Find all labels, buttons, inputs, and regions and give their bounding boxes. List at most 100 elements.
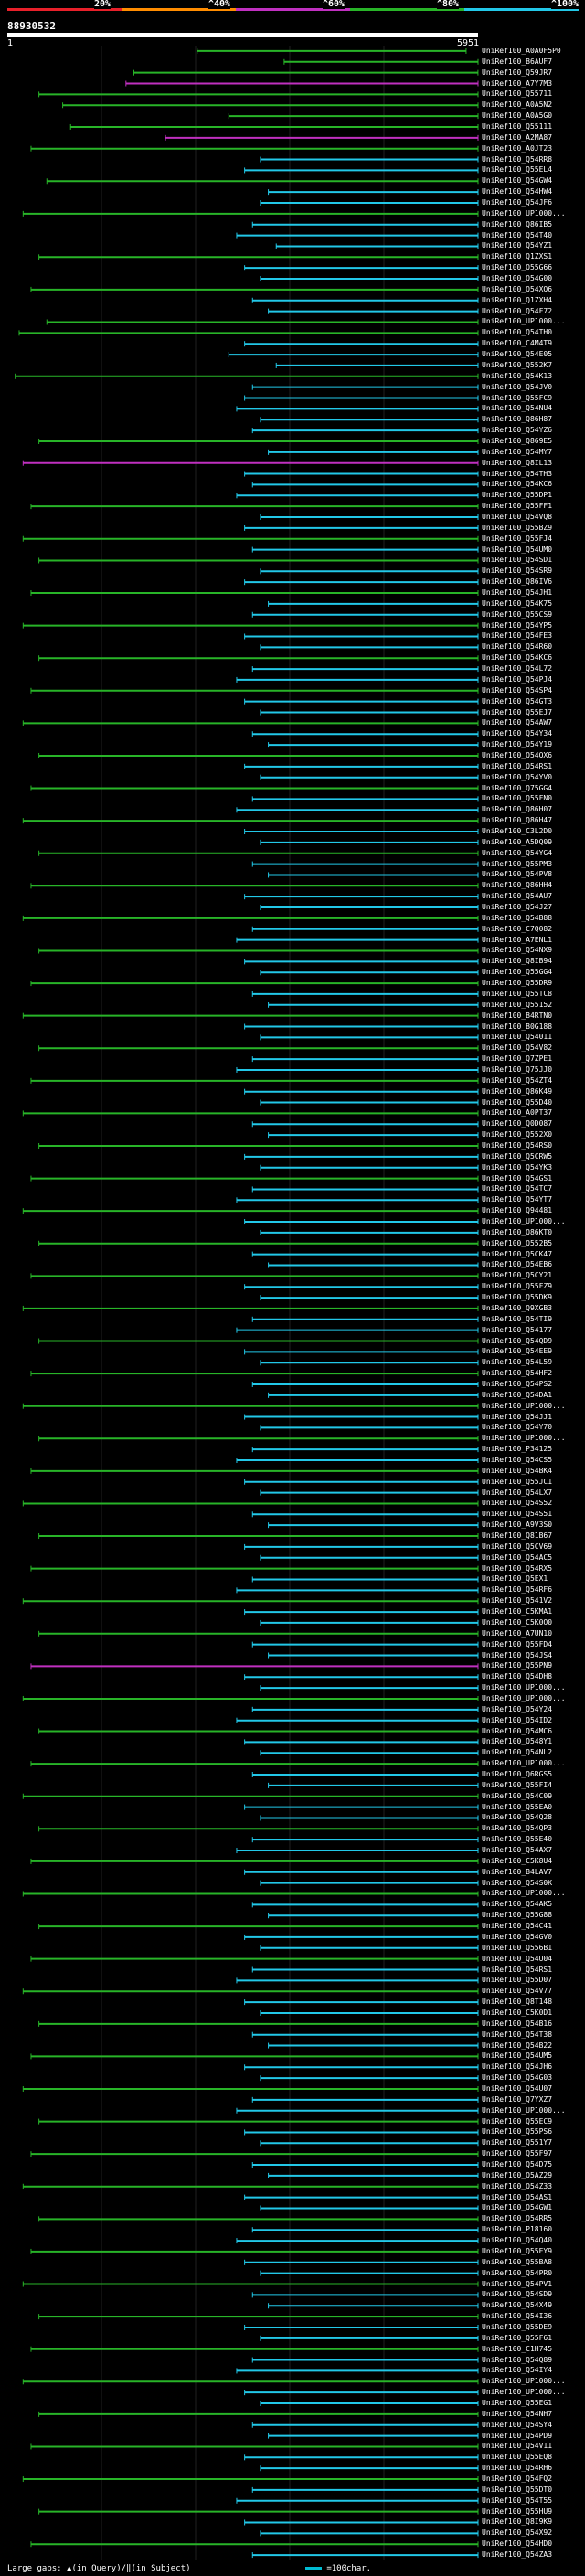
hit-label[interactable]: UniRef100_Q54MY7 xyxy=(482,447,553,456)
hit-label[interactable]: UniRef100_Q54SY4 xyxy=(482,2420,553,2429)
hit-label[interactable]: UniRef100_Q55TC8 xyxy=(482,989,553,998)
hit-label[interactable]: UniRef100_Q54AK5 xyxy=(482,1900,553,1909)
hit-label[interactable]: UniRef100_Q55EC9 xyxy=(482,2116,553,2125)
hit-label[interactable]: UniRef100_Q54QP3 xyxy=(482,1824,553,1833)
hit-label[interactable]: UniRef100_Q94481 xyxy=(482,1206,553,1215)
hit-label[interactable]: UniRef100_Q54NH7 xyxy=(482,2409,553,2418)
hit-label[interactable]: UniRef100_Q54B22 xyxy=(482,2041,553,2050)
hit-label[interactable]: UniRef100_Q55111 xyxy=(482,122,553,131)
hit-label[interactable]: UniRef100_Q55PM3 xyxy=(482,859,553,868)
hit-label[interactable]: UniRef100_Q54Y34 xyxy=(482,729,553,738)
hit-label[interactable]: UniRef100_Q54Z33 xyxy=(482,2181,553,2190)
hit-label[interactable]: UniRef100_UP1000... xyxy=(482,1889,566,1898)
hit-label[interactable]: UniRef100_Q54Y19 xyxy=(482,740,553,749)
hit-label[interactable]: UniRef100_Q54ZT4 xyxy=(482,1076,553,1085)
hit-label[interactable]: UniRef100_Q54UM0 xyxy=(482,545,553,554)
hit-label[interactable]: UniRef100_Q75GG4 xyxy=(482,783,553,792)
hit-label[interactable]: UniRef100_Q8IB94 xyxy=(482,957,553,966)
hit-label[interactable]: UniRef100_Q54QD9 xyxy=(482,1336,553,1345)
hit-label[interactable]: UniRef100_Q54Y24 xyxy=(482,1704,553,1713)
hit-label[interactable]: UniRef100_Q54QX6 xyxy=(482,750,553,759)
hit-label[interactable]: UniRef100_B4RTN0 xyxy=(482,1011,553,1020)
hit-label[interactable]: UniRef100_Q54GT3 xyxy=(482,696,553,705)
hit-label[interactable]: UniRef100_Q54JF6 xyxy=(482,198,553,207)
hit-label[interactable]: UniRef100_Q54X92 xyxy=(482,2528,553,2538)
hit-label[interactable]: UniRef100_Q55FF1 xyxy=(482,502,553,511)
hit-label[interactable]: UniRef100_Q54U07 xyxy=(482,2084,553,2093)
hit-label[interactable]: UniRef100_Q54AW7 xyxy=(482,718,553,727)
hit-label[interactable]: UniRef100_P18160 xyxy=(482,2225,553,2234)
hit-label[interactable]: UniRef100_Q55DT0 xyxy=(482,2485,553,2494)
hit-label[interactable]: UniRef100_Q55DR9 xyxy=(482,979,553,988)
hit-label[interactable]: UniRef100_Q55EG1 xyxy=(482,2399,553,2407)
hit-label[interactable]: UniRef100_Q55F61 xyxy=(482,2333,553,2342)
hit-label[interactable]: UniRef100_Q54GW4 xyxy=(482,176,553,186)
hit-label[interactable]: UniRef100_Q54EE9 xyxy=(482,1347,553,1356)
hit-label[interactable]: UniRef100_Q54L72 xyxy=(482,664,553,673)
hit-label[interactable]: UniRef100_Q55FC9 xyxy=(482,393,553,402)
hit-label[interactable]: UniRef100_UP1000... xyxy=(482,317,566,326)
hit-label[interactable]: UniRef100_Q54RX5 xyxy=(482,1564,553,1573)
hit-label[interactable]: UniRef100_Q55EA0 xyxy=(482,1802,553,1811)
hit-label[interactable]: UniRef100_UP1000... xyxy=(482,2105,566,2115)
hit-label[interactable]: UniRef100_Q6RGS5 xyxy=(482,1770,553,1778)
hit-label[interactable]: UniRef100_Q552K7 xyxy=(482,360,553,369)
hit-label[interactable]: UniRef100_Q551Y7 xyxy=(482,2138,553,2147)
hit-label[interactable]: UniRef100_Q86IB5 xyxy=(482,219,553,228)
hit-label[interactable]: UniRef100_UP1000... xyxy=(482,208,566,217)
hit-label[interactable]: UniRef100_Q54PJ4 xyxy=(482,674,553,684)
hit-label[interactable]: UniRef100_A2MA87 xyxy=(482,133,553,142)
hit-label[interactable]: UniRef100_Q86KT0 xyxy=(482,1227,553,1236)
hit-label[interactable]: UniRef100_Q54Q89 xyxy=(482,2355,553,2364)
hit-label[interactable]: UniRef100_Q54TI9 xyxy=(482,1314,553,1323)
hit-label[interactable]: UniRef100_Q541V2 xyxy=(482,1596,553,1606)
hit-label[interactable]: UniRef100_Q54C41 xyxy=(482,1922,553,1931)
hit-label[interactable]: UniRef100_Q54YP5 xyxy=(482,620,553,630)
hit-label[interactable]: UniRef100_C5KMA1 xyxy=(482,1607,553,1617)
hit-label[interactable]: UniRef100_Q55DE9 xyxy=(482,2322,553,2331)
hit-label[interactable]: UniRef100_Q5CK47 xyxy=(482,1249,553,1258)
hit-label[interactable]: UniRef100_C5K0D1 xyxy=(482,2008,553,2017)
hit-label[interactable]: UniRef100_Q55JC1 xyxy=(482,1477,553,1486)
hit-label[interactable]: UniRef100_Q54TC7 xyxy=(482,1184,553,1193)
hit-label[interactable]: UniRef100_Q55F97 xyxy=(482,2149,553,2158)
hit-label[interactable]: UniRef100_Q54DA1 xyxy=(482,1390,553,1399)
hit-label[interactable]: UniRef100_Q5CY21 xyxy=(482,1271,553,1280)
hit-label[interactable]: UniRef100_A7ENL1 xyxy=(482,935,553,944)
hit-label[interactable]: UniRef100_UP1000... xyxy=(482,1401,566,1410)
hit-label[interactable]: UniRef100_Q54V82 xyxy=(482,1044,553,1053)
hit-label[interactable]: UniRef100_Q54S0K xyxy=(482,1878,553,1887)
hit-label[interactable]: UniRef100_A7Y7M3 xyxy=(482,79,553,88)
hit-label[interactable]: UniRef100_Q54MC6 xyxy=(482,1726,553,1735)
hit-label[interactable]: UniRef100_Q54RS1 xyxy=(482,1965,553,1974)
hit-label[interactable]: UniRef100_Q54RH6 xyxy=(482,2464,553,2473)
hit-label[interactable]: UniRef100_B0G188 xyxy=(482,1022,553,1031)
hit-label[interactable]: UniRef100_Q54DH8 xyxy=(482,1672,553,1681)
hit-label[interactable]: UniRef100_Q54Q40 xyxy=(482,2236,553,2245)
hit-label[interactable]: UniRef100_Q548Y1 xyxy=(482,1737,553,1746)
hit-label[interactable]: UniRef100_Q55FI4 xyxy=(482,1780,553,1789)
hit-label[interactable]: UniRef100_C4M4T9 xyxy=(482,339,553,348)
hit-label[interactable]: UniRef100_A5DQ09 xyxy=(482,837,553,846)
hit-label[interactable]: UniRef100_Q55D40 xyxy=(482,1097,553,1107)
hit-label[interactable]: UniRef100_Q86HH4 xyxy=(482,881,553,890)
hit-label[interactable]: UniRef100_Q54ID2 xyxy=(482,1715,553,1724)
hit-label[interactable]: UniRef100_Q54RS0 xyxy=(482,1141,553,1150)
hit-label[interactable]: UniRef100_Q54YK3 xyxy=(482,1162,553,1171)
hit-label[interactable]: UniRef100_Q54PV1 xyxy=(482,2279,553,2288)
hit-label[interactable]: UniRef100_Q54PR0 xyxy=(482,2268,553,2277)
hit-label[interactable]: UniRef100_UP1000... xyxy=(482,1434,566,1443)
hit-label[interactable]: UniRef100_Q54Q28 xyxy=(482,1813,553,1822)
hit-label[interactable]: UniRef100_Q55EJ7 xyxy=(482,707,553,716)
hit-label[interactable]: UniRef100_Q54TH3 xyxy=(482,469,553,478)
hit-label[interactable]: UniRef100_A0A5N2 xyxy=(482,101,553,110)
hit-label[interactable]: UniRef100_Q5CV69 xyxy=(482,1542,553,1551)
hit-label[interactable]: UniRef100_Q55FD4 xyxy=(482,1639,553,1648)
hit-label[interactable]: UniRef100_Q55E40 xyxy=(482,1835,553,1844)
hit-label[interactable]: UniRef100_Q86K49 xyxy=(482,1087,553,1096)
hit-label[interactable]: UniRef100_Q54YZ1 xyxy=(482,241,553,250)
hit-label[interactable]: UniRef100_UP1000... xyxy=(482,1683,566,1692)
hit-label[interactable]: UniRef100_Q54JJ1 xyxy=(482,1412,553,1421)
hit-label[interactable]: UniRef100_B4LAV7 xyxy=(482,1867,553,1876)
hit-label[interactable]: UniRef100_Q54KC6 xyxy=(482,480,553,489)
